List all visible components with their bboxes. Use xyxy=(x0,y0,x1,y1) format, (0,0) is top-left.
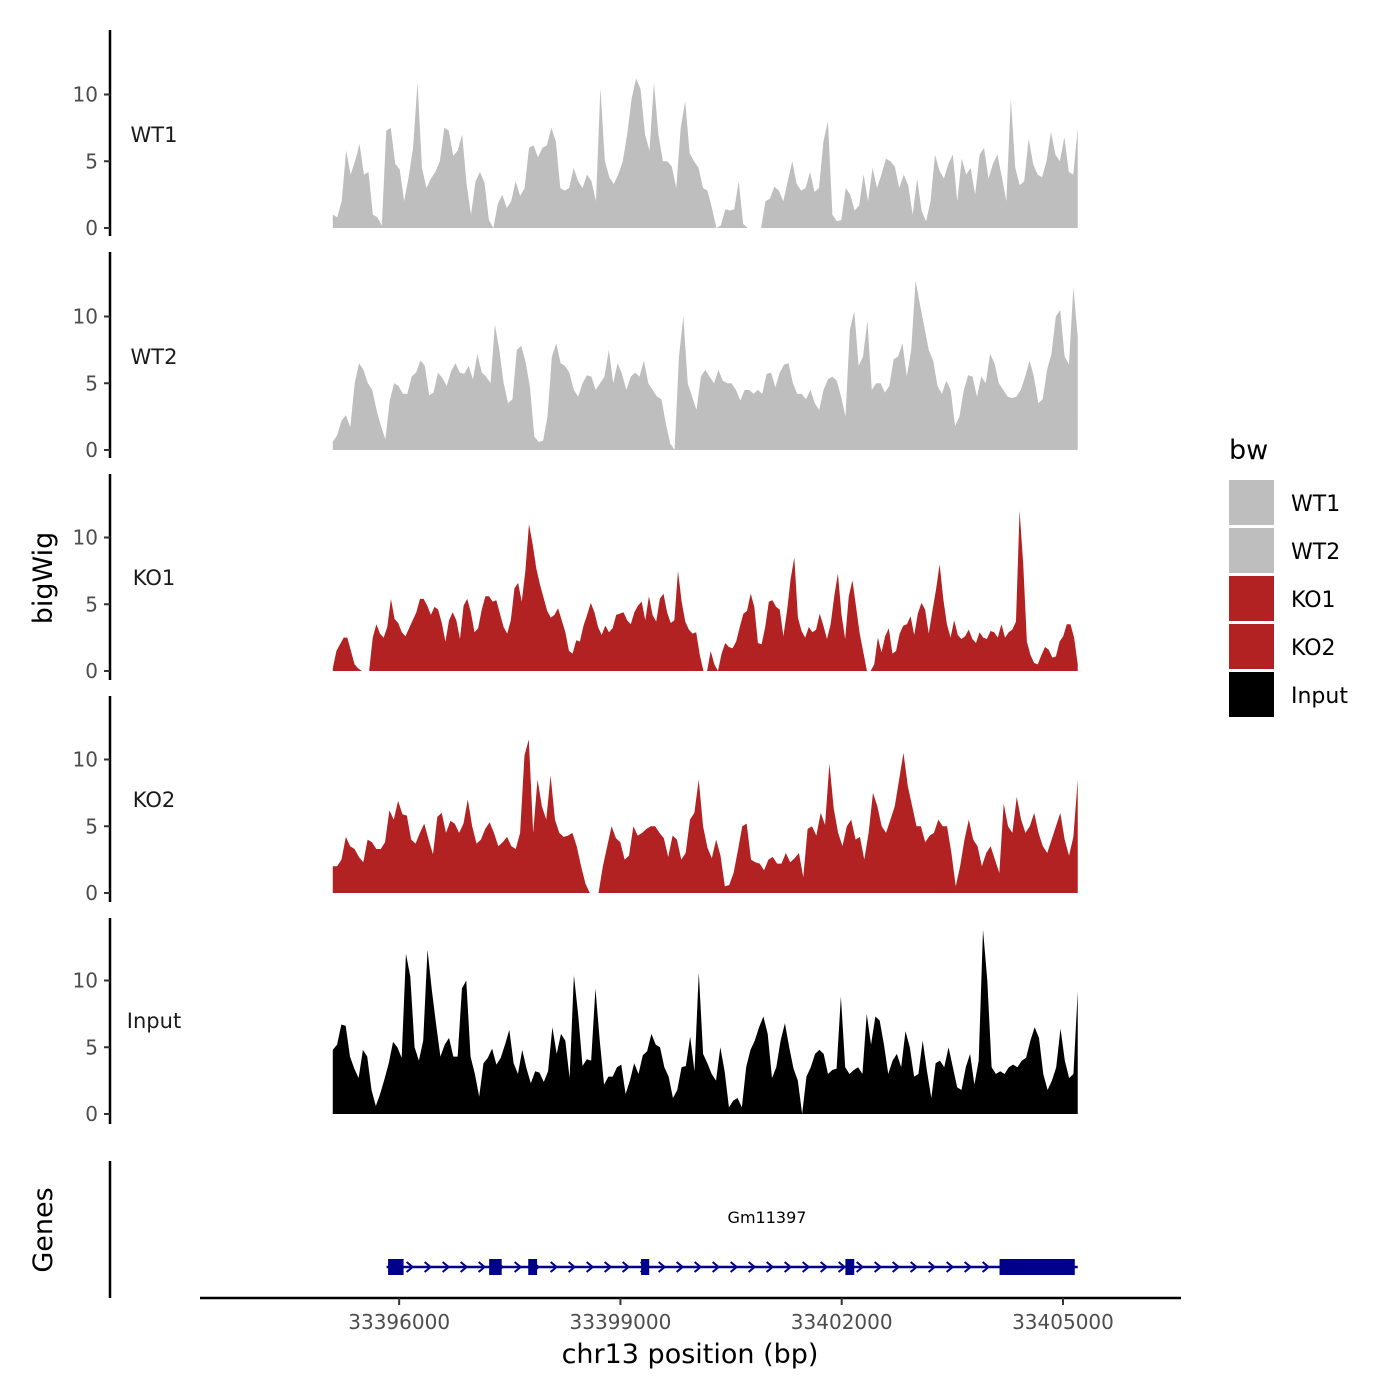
strand-arrow xyxy=(819,1261,829,1273)
strand-arrow xyxy=(423,1261,433,1273)
y-tick-label: 0 xyxy=(85,438,98,462)
y-tick-label: 0 xyxy=(85,216,98,240)
legend-label-ko2: KO2 xyxy=(1291,636,1336,661)
strand-arrow xyxy=(873,1261,883,1273)
strand-arrow xyxy=(675,1261,685,1273)
track-input: 0 5 10 Input xyxy=(73,918,1078,1126)
gene-name-label: Gm11397 xyxy=(728,1208,807,1227)
strand-arrow xyxy=(837,1261,847,1273)
strand-arrow xyxy=(513,1261,523,1273)
coverage-area-wt1 xyxy=(332,78,1078,228)
x-tick-label: 33396000 xyxy=(348,1310,450,1334)
strand-arrow xyxy=(657,1261,667,1273)
strand-arrow xyxy=(711,1261,721,1273)
strand-arrow xyxy=(477,1261,487,1273)
x-tick-label: 33405000 xyxy=(1012,1310,1114,1334)
strand-arrow xyxy=(909,1261,919,1273)
y-axis-title: bigWig xyxy=(28,532,59,625)
genes-axis-title: Genes xyxy=(28,1187,59,1272)
y-tick-label: 5 xyxy=(85,1035,98,1059)
track-label-wt1: WT1 xyxy=(131,123,178,147)
y-tick-label: 5 xyxy=(85,592,98,616)
strand-arrow xyxy=(459,1261,469,1273)
coverage-area-ko2 xyxy=(332,739,1078,893)
track-label-ko2: KO2 xyxy=(133,788,176,812)
gene-track: Gm11397 xyxy=(108,1161,1078,1298)
track-wt2: 0 5 10 WT2 xyxy=(73,252,1078,462)
strand-arrow xyxy=(855,1261,865,1273)
legend-key-ko1 xyxy=(1229,576,1274,621)
gene-exon xyxy=(999,1259,1075,1275)
strand-arrow xyxy=(693,1261,703,1273)
y-tick-label: 10 xyxy=(73,526,98,550)
strand-arrow xyxy=(963,1261,973,1273)
y-tick-label: 0 xyxy=(85,881,98,905)
strand-arrow xyxy=(405,1261,415,1273)
y-tick-label: 5 xyxy=(85,371,98,395)
coverage-area-ko1 xyxy=(332,510,1078,671)
track-wt1: 0 5 10 WT1 xyxy=(73,30,1078,240)
x-axis-title: chr13 position (bp) xyxy=(562,1339,819,1370)
strand-arrow xyxy=(567,1261,577,1273)
legend-label-input: Input xyxy=(1291,684,1348,709)
legend-key-input xyxy=(1229,672,1274,717)
strand-arrow xyxy=(441,1261,451,1273)
coverage-area-input xyxy=(332,929,1078,1114)
strand-arrow xyxy=(729,1261,739,1273)
strand-arrow xyxy=(927,1261,937,1273)
gene-exon xyxy=(845,1259,855,1275)
gene-exon xyxy=(489,1259,502,1275)
track-label-input: Input xyxy=(127,1009,181,1033)
strand-arrow xyxy=(981,1261,991,1273)
strand-arrow xyxy=(765,1261,775,1273)
strand-arrow xyxy=(783,1261,793,1273)
strand-arrow xyxy=(549,1261,559,1273)
legend-title: bw xyxy=(1229,435,1268,466)
strand-arrow xyxy=(585,1261,595,1273)
y-tick-label: 0 xyxy=(85,1102,98,1126)
track-label-ko1: KO1 xyxy=(133,566,176,590)
y-tick-label: 10 xyxy=(73,305,98,329)
x-axis: 33396000 33399000 33402000 33405000 xyxy=(200,1296,1181,1334)
strand-arrow xyxy=(801,1261,811,1273)
track-ko1: 0 5 10 KO1 xyxy=(73,474,1078,683)
track-label-wt2: WT2 xyxy=(131,345,178,369)
y-tick-label: 5 xyxy=(85,814,98,838)
track-ko2: 0 5 10 KO2 xyxy=(73,696,1078,905)
y-tick-label: 10 xyxy=(73,83,98,107)
strand-arrow xyxy=(621,1261,631,1273)
y-tick-label: 0 xyxy=(85,659,98,683)
x-tick-label: 33402000 xyxy=(791,1310,893,1334)
coverage-area-wt2 xyxy=(332,280,1078,450)
y-tick-label: 5 xyxy=(85,149,98,173)
x-tick-label: 33399000 xyxy=(570,1310,672,1334)
coverage-tracks: 0 5 10 WT1 0 5 10 WT2 0 5 10 KO1 0 5 10 KO2 0 5 10 Input xyxy=(73,30,1078,1126)
legend-label-wt2: WT2 xyxy=(1291,540,1340,565)
strand-arrow xyxy=(945,1261,955,1273)
gene-exon xyxy=(528,1259,538,1275)
strand-arrow xyxy=(603,1261,613,1273)
y-tick-label: 10 xyxy=(73,748,98,772)
legend-label-ko1: KO1 xyxy=(1291,588,1336,613)
legend: bw WT1 WT2 KO1 KO2 Input xyxy=(1229,435,1348,717)
legend-key-wt2 xyxy=(1229,528,1274,573)
legend-key-ko2 xyxy=(1229,624,1274,669)
gene-exon xyxy=(641,1259,650,1275)
legend-label-wt1: WT1 xyxy=(1291,492,1340,517)
y-tick-label: 10 xyxy=(73,969,98,993)
gene-exon xyxy=(388,1259,404,1275)
strand-arrow xyxy=(747,1261,757,1273)
strand-arrow xyxy=(891,1261,901,1273)
legend-key-wt1 xyxy=(1229,480,1274,525)
